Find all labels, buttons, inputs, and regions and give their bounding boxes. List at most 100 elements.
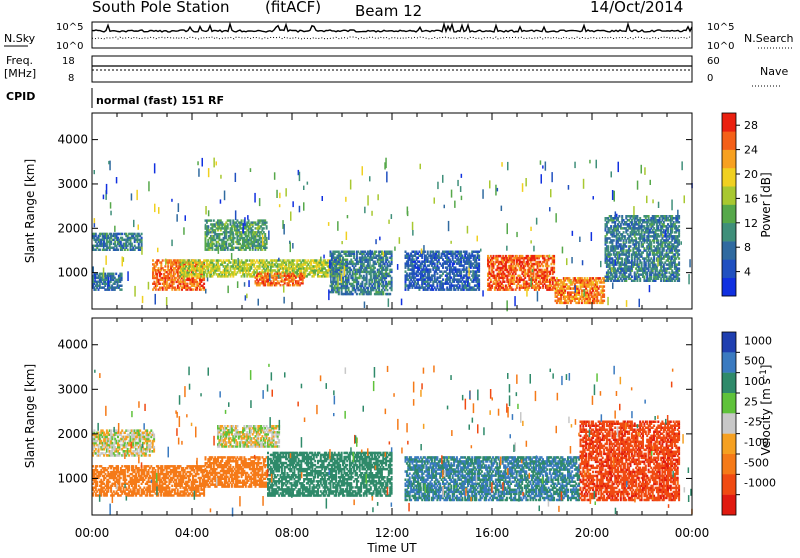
heatmap-cell (459, 284, 461, 287)
heatmap-cell (603, 293, 605, 296)
heatmap-cell (539, 286, 541, 289)
heatmap-cell (636, 215, 638, 218)
heatmap-cell (289, 284, 291, 286)
heatmap-cell (504, 281, 506, 284)
heatmap-cell (113, 273, 115, 276)
heatmap-cell (442, 278, 444, 281)
heatmap-cell (207, 225, 209, 227)
heatmap-cell (234, 237, 236, 239)
heatmap-cell (266, 225, 268, 227)
heatmap-cell (548, 265, 550, 268)
heatmap-cell (346, 259, 348, 262)
heatmap-cell (280, 284, 282, 286)
heatmap-cell (391, 277, 393, 280)
heatmap-cell (131, 243, 133, 246)
heatmap-cell (635, 237, 637, 240)
heatmap-cell (248, 219, 250, 221)
freq-label-1: Freq. (6, 54, 33, 67)
heatmap-cell (460, 251, 462, 254)
heatmap-cell (203, 287, 205, 289)
heatmap-cell (121, 288, 123, 291)
heatmap-cell (618, 215, 620, 218)
noise-right-tick-top: 10^5 (707, 22, 734, 33)
heatmap-cell (524, 269, 526, 272)
heatmap-cell (553, 277, 555, 280)
heatmap-cell (386, 289, 388, 292)
heatmap-cell (621, 215, 623, 218)
heatmap-cell (227, 223, 229, 225)
heatmap-cell (230, 261, 232, 264)
heatmap-cell (246, 259, 248, 262)
freq-panel: Freq. [MHz] 18 8 60 0 Nave (4, 54, 788, 86)
heatmap-cell (391, 269, 393, 272)
heatmap-cell (468, 282, 470, 285)
heatmap-cell (284, 273, 286, 275)
noise-sky-trace (92, 24, 692, 32)
noise-left-tick-bottom: 10^0 (56, 41, 83, 52)
heatmap-cell (512, 288, 514, 291)
heatmap-cell (603, 285, 605, 288)
heatmap-cell (621, 257, 623, 260)
heatmap-cell (436, 272, 438, 275)
heatmap-cell (230, 219, 232, 221)
heatmap-cell (613, 239, 615, 242)
heatmap-cell (553, 267, 555, 270)
heatmap-cell (478, 251, 480, 254)
heatmap-cell (607, 245, 609, 248)
heatmap-cell (164, 265, 166, 267)
heatmap-cell (99, 249, 101, 252)
heatmap-cell (443, 288, 445, 291)
heatmap-cell (603, 300, 605, 303)
heatmap-cell (375, 251, 377, 254)
heatmap-cell (391, 251, 393, 254)
heatmap-cell (159, 283, 161, 285)
heatmap-cell (152, 259, 154, 261)
heatmap-cell (348, 287, 350, 290)
heatmap-cell (263, 227, 265, 229)
heatmap-cell (213, 219, 215, 221)
freq-label-2: [MHz] (4, 67, 36, 80)
heatmap-cell (235, 259, 237, 262)
heatmap-cell (288, 273, 290, 275)
noise-search-trace (92, 37, 692, 39)
heatmap-cell (639, 278, 641, 281)
heatmap-cell (352, 293, 354, 296)
beam-label: Beam 12 (355, 2, 422, 20)
heatmap-cell (586, 289, 588, 292)
heatmap-cell (121, 273, 123, 276)
heatmap-cell (478, 278, 480, 281)
heatmap-cell (160, 273, 162, 275)
heatmap-cell (630, 245, 632, 248)
heatmap-cell (127, 249, 129, 252)
heatmap-cell (203, 283, 205, 285)
heatmap-cell (542, 265, 544, 268)
heatmap-cell (544, 255, 546, 258)
heatmap-cell (466, 251, 468, 254)
date-label: 14/Oct/2014 (590, 0, 683, 16)
station-title: South Pole Station (92, 0, 230, 16)
heatmap-cell (187, 283, 189, 285)
heatmap-cell (213, 259, 215, 262)
heatmap-cell (334, 277, 336, 280)
heatmap-cell (630, 249, 632, 252)
freq-left-tick-top: 18 (62, 56, 75, 67)
heatmap-cell (357, 281, 359, 284)
heatmap-cell (121, 233, 123, 236)
heatmap-cell (192, 288, 194, 290)
heatmap-cell (438, 251, 440, 254)
heatmap-cell (470, 270, 472, 273)
heatmap-cell (264, 233, 266, 235)
freq-right-tick-top: 60 (707, 56, 720, 67)
heatmap-cell (490, 279, 492, 282)
heatmap-cell (631, 276, 633, 279)
freq-left-tick-bottom: 8 (68, 73, 74, 84)
heatmap-cell (117, 249, 119, 252)
cpid-text: normal (fast) 151 RF (96, 94, 224, 107)
heatmap-cell (434, 262, 436, 265)
heatmap-cell (603, 289, 605, 292)
noise-right-tick-bottom: 10^0 (707, 41, 734, 52)
heatmap-cell (353, 285, 355, 288)
mode-label: (fitACF) (265, 0, 321, 16)
heatmap-cell (610, 253, 612, 256)
heatmap-cell (643, 276, 645, 279)
